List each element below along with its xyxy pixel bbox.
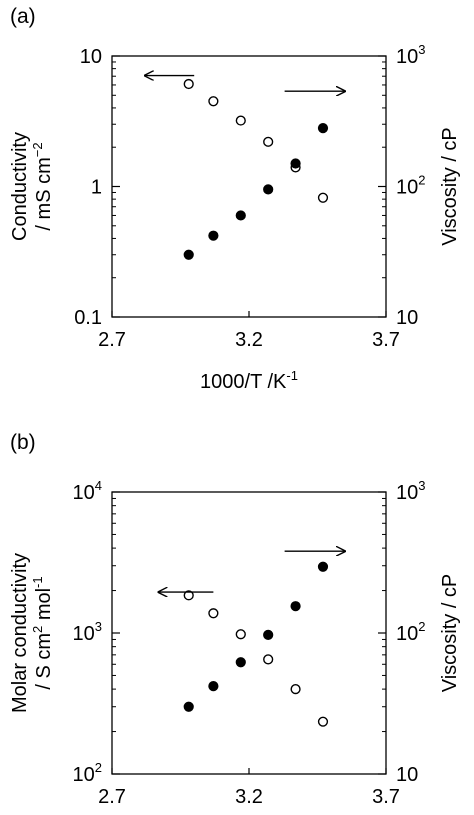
y-tick-label: 10 (396, 764, 418, 786)
viscosity-point (290, 158, 301, 169)
y-tick-label: 102 (73, 760, 102, 786)
viscosity-point (235, 657, 246, 668)
left-axis-label: Conductivity (9, 132, 31, 241)
y-tick-label: 103 (73, 619, 102, 645)
x-tick-label: 2.7 (98, 329, 126, 351)
viscosity-point (317, 561, 329, 572)
x-tick-label: 3.2 (235, 786, 263, 808)
conductivity-point (263, 654, 274, 665)
conductivity-point (183, 590, 194, 601)
conductivity-point (235, 629, 246, 640)
x-axis-label: 1000/T /K-1 (200, 368, 298, 393)
left-axis-unit: / mS cm−2 (30, 142, 55, 230)
viscosity-point (235, 210, 246, 221)
conductivity-point (317, 716, 329, 727)
plot-frame (111, 55, 387, 318)
right-axis-label: Viscosity / cP (439, 127, 461, 246)
left-axis-unit: / S cm2 mol-1 (30, 576, 55, 689)
y-tick-label: 104 (73, 478, 102, 504)
viscosity-point (208, 681, 219, 692)
left-axis-label: Molar conductivity (9, 553, 31, 713)
x-tick-label: 2.7 (98, 786, 126, 808)
viscosity-point (183, 249, 194, 260)
y-tick-label: 1 (91, 177, 102, 199)
conductivity-point (235, 115, 246, 126)
viscosity-point (263, 629, 274, 640)
x-axis-label-sup: -1 (286, 368, 298, 383)
x-axis-label-text: 1000/T /K (200, 371, 287, 393)
x-tick-label: 3.7 (372, 329, 400, 351)
right-axis-label: Viscosity / cP (439, 574, 461, 693)
viscosity-point (263, 184, 274, 195)
y-tick-label: 103 (396, 478, 425, 504)
viscosity-point (290, 601, 301, 612)
y-tick-label: 0.1 (74, 307, 102, 329)
conductivity-point (183, 78, 194, 90)
x-tick-label: 3.2 (235, 329, 263, 351)
y-tick-label: 102 (396, 619, 425, 645)
conductivity-point (208, 96, 219, 107)
conductivity-point (263, 136, 274, 147)
plot-frame (111, 491, 387, 775)
conductivity-point (317, 192, 329, 203)
viscosity-point (183, 701, 194, 712)
x-tick-label: 3.7 (372, 786, 400, 808)
y-tick-label: 10 (80, 46, 102, 68)
viscosity-point (208, 230, 219, 241)
y-tick-label: 102 (396, 173, 425, 199)
conductivity-point (208, 608, 219, 619)
y-tick-label: 103 (396, 42, 425, 68)
conductivity-point (290, 684, 301, 695)
y-tick-label: 10 (396, 307, 418, 329)
viscosity-point (317, 123, 329, 134)
panel-label: (b) (10, 431, 36, 454)
panel-label: (a) (10, 5, 36, 28)
chart-panel-a: (a) 2.7 3.2 3.7 1000/T /K-1 0.1 1 10 10 102 103 Con… (9, 5, 461, 393)
